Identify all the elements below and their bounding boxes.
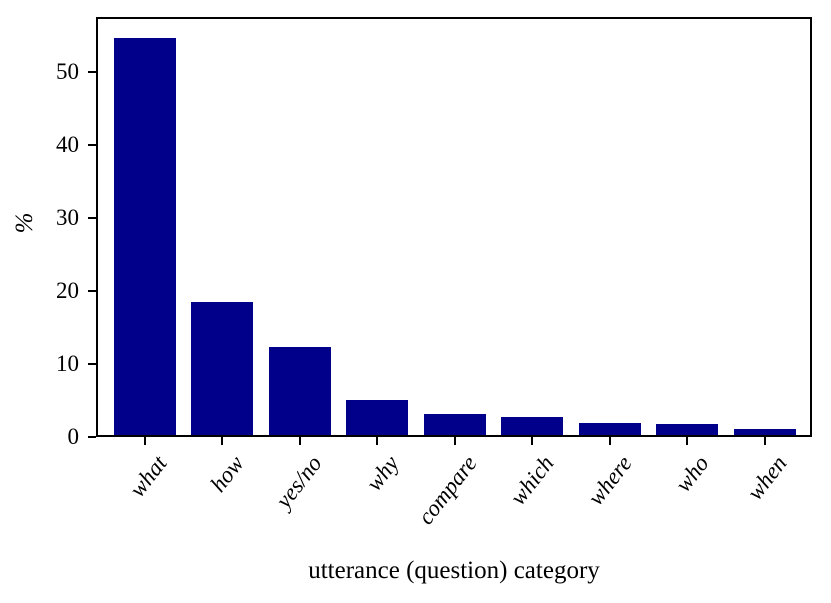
bar-compare [423, 414, 486, 437]
x-axis-label: utterance (question) category [308, 557, 600, 584]
bar-why [346, 400, 409, 437]
x-tick-mark [763, 437, 766, 445]
x-tick-mark [144, 437, 146, 445]
x-tick-mark [608, 437, 611, 445]
plot-area [96, 17, 812, 437]
y-tick-mark [88, 143, 96, 146]
bar-which [501, 416, 564, 437]
y-tick-mark [88, 216, 96, 219]
y-tick-label: 0 [67, 424, 80, 449]
y-tick-label: 20 [56, 277, 79, 303]
bar-yes-no [268, 347, 331, 437]
bar-when [733, 428, 796, 437]
bar-who [656, 423, 719, 437]
y-tick-mark [88, 289, 96, 292]
x-tick-mark [686, 437, 689, 445]
x-tick-mark [221, 437, 224, 445]
bar-where [578, 423, 641, 437]
y-tick-label: 30 [56, 204, 79, 230]
y-tick-label: 50 [56, 58, 79, 84]
y-tick-label: 40 [56, 131, 79, 157]
x-tick-mark [298, 437, 301, 445]
y-tick-mark [88, 70, 96, 73]
bar-what [114, 37, 176, 437]
y-tick-label: 10 [56, 350, 79, 376]
y-tick-mark [88, 362, 96, 365]
bar-how [191, 302, 254, 437]
x-tick-mark [376, 437, 379, 445]
y-tick-mark [88, 436, 96, 438]
x-tick-mark [453, 437, 456, 445]
x-tick-mark [531, 437, 534, 445]
